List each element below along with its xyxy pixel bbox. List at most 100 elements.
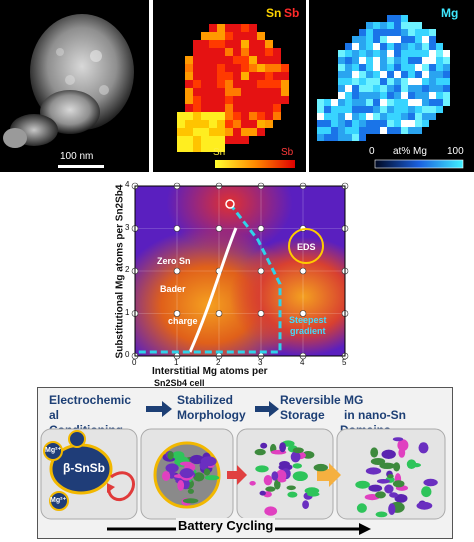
domain-blob <box>307 492 320 497</box>
mg-pixel <box>359 50 366 57</box>
snsb-pixel <box>249 64 257 72</box>
snsb-pixel <box>225 40 233 48</box>
mg-pixel <box>345 50 352 57</box>
domain-blob <box>387 474 394 479</box>
mg-pixel <box>401 71 408 78</box>
mg-pixel <box>352 113 359 120</box>
mg-pixel <box>387 106 394 113</box>
mg-pixel <box>436 43 443 50</box>
snsb-pixel <box>249 88 257 96</box>
grid-point <box>299 267 307 275</box>
snsb-pixel <box>265 104 273 112</box>
snsb-pixel <box>233 120 241 128</box>
mg-pixel <box>408 43 415 50</box>
grid-point <box>173 310 181 317</box>
snsb-pixel <box>233 80 241 88</box>
domain-blob <box>370 447 379 458</box>
snsb-label-sn: Sn <box>266 6 282 20</box>
mg-pixel <box>415 120 422 127</box>
mg-pixel <box>352 78 359 85</box>
steepest-gradient-line <box>135 203 282 354</box>
mg-pixel <box>415 99 422 106</box>
mg-pixel <box>422 99 429 106</box>
mg-pixel <box>436 92 443 99</box>
domain-blob <box>375 491 386 499</box>
mg-pixel <box>338 71 345 78</box>
snsb-pixel <box>249 48 257 56</box>
snsb-pixel <box>241 112 249 120</box>
mg-pixel <box>345 64 352 71</box>
snsb-pixel <box>241 48 249 56</box>
domain-blob <box>375 511 388 518</box>
snsb-map-panel: Sn Sb Sn Sb <box>153 0 306 172</box>
snsb-pixel <box>249 40 257 48</box>
snsb-pixel <box>185 64 193 72</box>
snsb-pixel <box>185 56 193 64</box>
mg-pixel <box>408 106 415 113</box>
snsb-cbar-left: Sn <box>213 147 226 158</box>
snsb-map <box>153 0 306 172</box>
mg-pixel <box>338 134 345 141</box>
mg-pixel <box>387 127 394 134</box>
snsb-pixel <box>209 56 217 64</box>
snsb-pixel <box>217 72 225 80</box>
snsb-pixel <box>241 88 249 96</box>
snsb-pixel <box>265 48 273 56</box>
mg-pixel <box>394 36 401 43</box>
mg-cbar-min: 0 <box>369 146 375 157</box>
mg-pixel <box>415 43 422 50</box>
mg-pixel <box>408 71 415 78</box>
snsb-pixel <box>273 88 281 96</box>
mg-pixel <box>331 134 338 141</box>
snsb-pixel <box>193 40 201 48</box>
mg-pixel <box>387 36 394 43</box>
snsb-pixel <box>185 112 193 120</box>
mg-pixel <box>408 127 415 134</box>
battery-cycling-label: Battery Cycling <box>176 518 276 533</box>
mg-pixel <box>415 85 422 92</box>
snsb-pixel <box>201 120 209 128</box>
mg-pixel <box>331 120 338 127</box>
snsb-pixel <box>249 32 257 40</box>
snsb-pixel <box>225 48 233 56</box>
mg-pixel <box>415 36 422 43</box>
snsb-pixel <box>241 64 249 72</box>
domain-blob <box>179 468 194 479</box>
mg-pixel <box>317 120 324 127</box>
snsb-pixel <box>209 64 217 72</box>
mg-pixel <box>401 57 408 64</box>
snsb-pixel <box>241 96 249 104</box>
mg-pixel <box>422 113 429 120</box>
mg-pixel <box>366 127 373 134</box>
grid-point <box>257 267 265 275</box>
mg-pixel <box>422 85 429 92</box>
snsb-pixel <box>257 128 265 136</box>
domain-blob <box>398 447 406 458</box>
mg-pixel <box>331 99 338 106</box>
mg-pixel <box>380 36 387 43</box>
mg-pixel <box>317 106 324 113</box>
mg-pixel <box>324 99 331 106</box>
mg-pixel <box>352 43 359 50</box>
mg-pixel <box>373 29 380 36</box>
snsb-pixel <box>201 64 209 72</box>
domain-blob <box>368 484 383 492</box>
step1-line1: Electrochemic <box>49 393 132 407</box>
snsb-pixel <box>225 80 233 88</box>
schematic-arrow-1 <box>227 465 247 485</box>
mg-pixel <box>352 106 359 113</box>
domain-blob <box>165 463 179 473</box>
mg-pixel <box>352 57 359 64</box>
mg-pixel <box>366 99 373 106</box>
snsb-pixel <box>217 96 225 104</box>
mg-pixel <box>436 78 443 85</box>
mg-pixel <box>317 113 324 120</box>
snsb-pixel <box>185 144 193 152</box>
domain-blob <box>187 488 194 494</box>
mg-pixel <box>359 113 366 120</box>
mg-pixel <box>443 99 450 106</box>
domain-blob <box>264 506 278 516</box>
y-tick-label: 2 <box>125 265 130 274</box>
mg-pixel <box>338 92 345 99</box>
snsb-pixel <box>225 96 233 104</box>
